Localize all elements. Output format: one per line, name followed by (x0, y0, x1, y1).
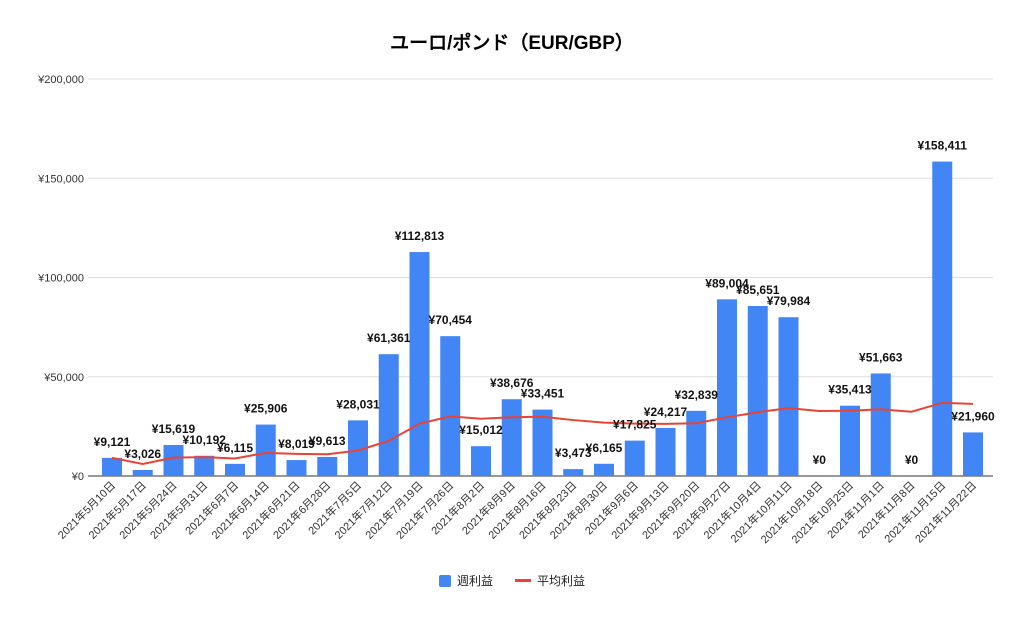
data-label: ¥70,454 (429, 313, 473, 327)
data-label: ¥28,031 (336, 397, 380, 411)
y-tick-label: ¥0 (71, 471, 84, 483)
bar (440, 336, 461, 476)
data-label: ¥35,413 (828, 383, 872, 397)
bar (747, 305, 768, 476)
legend-label: 平均利益 (537, 574, 586, 588)
data-label: ¥15,012 (459, 423, 503, 437)
bar (594, 463, 614, 476)
legend-item-bar[interactable]: 週利益 (438, 572, 493, 589)
x-tick-label: 2021年8月2日 (428, 478, 487, 537)
data-label: ¥8,019 (278, 437, 315, 451)
data-label: ¥3,473 (555, 446, 592, 460)
bar (286, 460, 307, 476)
bar (686, 410, 707, 476)
bar (317, 456, 338, 476)
data-label: ¥15,619 (152, 422, 196, 436)
data-label: ¥0 (813, 453, 827, 467)
data-label: ¥33,451 (521, 387, 565, 401)
bar (471, 446, 491, 476)
data-label: ¥38,676 (490, 376, 534, 390)
bar (409, 252, 430, 476)
legend-swatch-line (515, 579, 531, 582)
bar (255, 424, 276, 476)
bar (501, 399, 522, 476)
legend: 週利益 平均利益 (0, 572, 1024, 589)
data-label: ¥112,813 (395, 229, 445, 243)
x-tick-label: 2021年9月6日 (582, 478, 641, 537)
data-label: ¥85,651 (736, 283, 780, 297)
bar (963, 432, 983, 476)
legend-swatch-bar (438, 574, 451, 587)
x-tick-label: 2021年7月5日 (305, 478, 364, 537)
legend-item-line[interactable]: 平均利益 (515, 572, 585, 589)
bar (225, 463, 245, 476)
bar (870, 373, 891, 476)
bar (348, 420, 368, 476)
data-label: ¥0 (905, 453, 919, 467)
y-tick-label: ¥100,000 (37, 273, 84, 285)
bar (532, 409, 553, 476)
bar (778, 317, 799, 476)
data-label: ¥10,192 (183, 433, 227, 447)
data-label: ¥51,663 (859, 350, 903, 364)
bar (717, 299, 737, 476)
bar (378, 354, 399, 476)
average-line (111, 401, 974, 465)
data-label: ¥25,906 (244, 402, 288, 416)
data-label: ¥61,361 (367, 331, 411, 345)
bar (132, 469, 153, 476)
data-label: ¥6,115 (217, 441, 253, 455)
data-label: ¥9,121 (94, 435, 131, 449)
legend-label: 週利益 (456, 574, 493, 588)
bar (102, 457, 122, 476)
chart-title: ユーロ/ポンド（EUR/GBP） (390, 33, 634, 54)
bar (840, 405, 860, 476)
data-label: ¥79,984 (767, 294, 811, 308)
x-tick-label: 2021年5月10日 (55, 478, 119, 542)
y-tick-label: ¥200,000 (37, 74, 84, 86)
bar (624, 440, 645, 476)
data-label: ¥6,165 (586, 441, 623, 455)
x-tick-label: 2021年8月9日 (459, 478, 518, 537)
data-label: ¥9,613 (309, 434, 346, 448)
bar (194, 455, 215, 476)
data-label: ¥17,825 (613, 418, 657, 432)
bar (932, 161, 953, 476)
x-tick-label: 2021年6月7日 (182, 478, 241, 537)
bar (563, 469, 584, 476)
data-label: ¥24,217 (644, 405, 688, 419)
data-label: ¥32,839 (675, 388, 719, 402)
y-tick-label: ¥50,000 (43, 372, 84, 384)
y-tick-label: ¥150,000 (37, 173, 84, 185)
data-label: ¥21,960 (951, 409, 995, 423)
bar (655, 427, 676, 476)
data-label: ¥3,026 (124, 447, 161, 461)
data-label: ¥89,004 (705, 276, 749, 290)
bar (163, 444, 184, 476)
data-label: ¥158,411 (918, 139, 968, 153)
